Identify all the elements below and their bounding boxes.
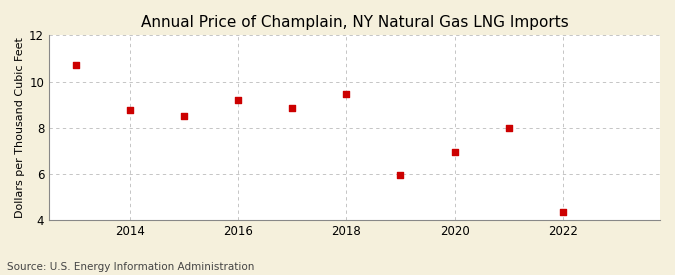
Point	[179, 114, 190, 118]
Text: Source: U.S. Energy Information Administration: Source: U.S. Energy Information Administ…	[7, 262, 254, 272]
Title: Annual Price of Champlain, NY Natural Gas LNG Imports: Annual Price of Champlain, NY Natural Ga…	[140, 15, 568, 30]
Point	[287, 106, 298, 110]
Point	[449, 150, 460, 154]
Point	[233, 98, 244, 102]
Point	[558, 210, 568, 214]
Point	[341, 92, 352, 97]
Point	[125, 108, 136, 112]
Y-axis label: Dollars per Thousand Cubic Feet: Dollars per Thousand Cubic Feet	[15, 37, 25, 218]
Point	[395, 173, 406, 177]
Point	[71, 63, 82, 68]
Point	[503, 125, 514, 130]
